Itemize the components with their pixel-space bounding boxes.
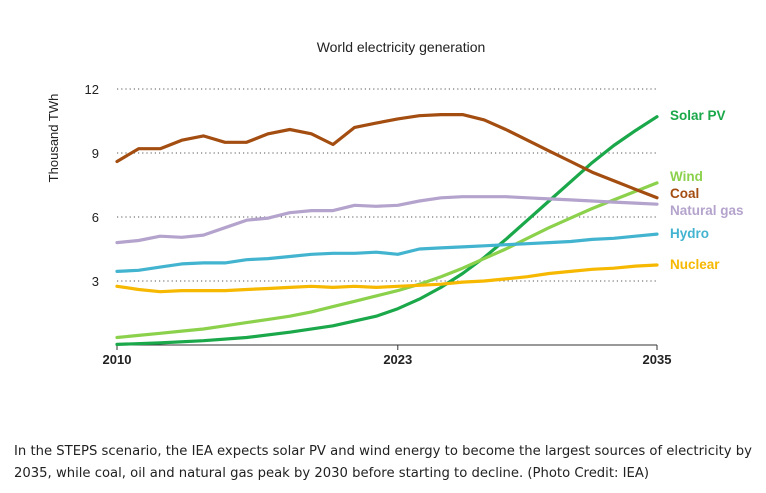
chart-title: World electricity generation (317, 39, 486, 55)
x-tick-label: 2010 (103, 352, 132, 367)
gridlines (117, 88, 657, 346)
series-line-coal (115, 112, 659, 200)
y-axis-label: Thousand TWh (46, 94, 61, 183)
x-tick-label: 2035 (643, 352, 672, 367)
series-label-hydro: Hydro (670, 226, 709, 241)
series-label-natural-gas: Natural gas (670, 203, 744, 218)
series-line-natural-gas (115, 195, 659, 245)
series-lines (115, 112, 659, 346)
electricity-generation-chart: World electricity generation Thousand TW… (46, 39, 744, 367)
series-line-hydro (115, 232, 659, 273)
series-label-wind: Wind (670, 169, 703, 184)
series-line-solar-pv (115, 115, 659, 346)
photo-caption: In the STEPS scenario, the IEA expects s… (14, 444, 752, 481)
series-label-coal: Coal (670, 186, 699, 201)
y-tick-label: 3 (92, 274, 99, 289)
y-tick-labels: 3 6 9 12 (85, 82, 99, 289)
x-tick-labels: 2010 2023 2035 (103, 345, 672, 367)
y-tick-label: 12 (85, 82, 99, 97)
x-tick-label: 2023 (383, 352, 412, 367)
y-tick-label: 9 (92, 146, 99, 161)
y-tick-label: 6 (92, 210, 99, 225)
series-line-nuclear (115, 263, 659, 294)
series-line-wind (115, 181, 659, 340)
series-labels: Solar PV Wind Coal Natural gas Hydro Nuclear (670, 108, 744, 272)
series-label-solar-pv: Solar PV (670, 108, 726, 123)
series-label-nuclear: Nuclear (670, 257, 720, 272)
